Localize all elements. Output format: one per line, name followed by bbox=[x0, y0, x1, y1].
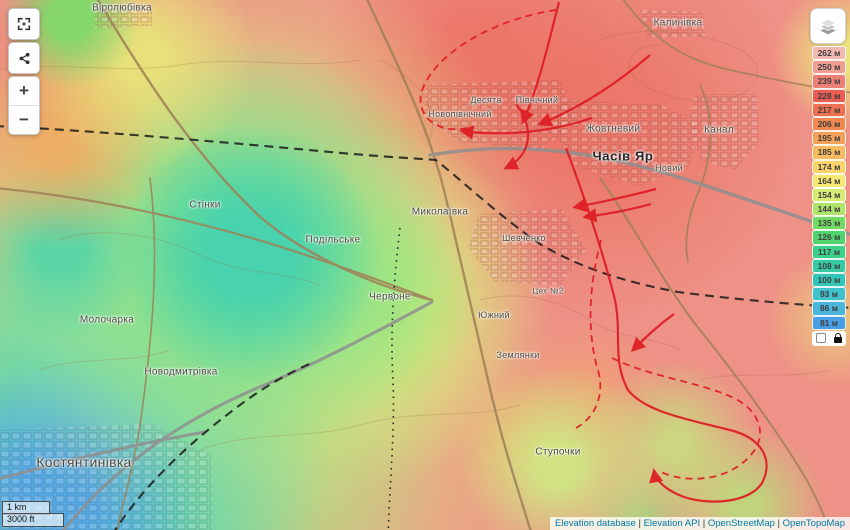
share-icon bbox=[19, 52, 29, 64]
legend-elevation-chip: 135 м bbox=[812, 216, 846, 231]
legend-elevation-chip: 117 м bbox=[812, 244, 846, 259]
legend-elevation-chip: 164 м bbox=[812, 173, 846, 188]
railway-lines bbox=[0, 125, 850, 530]
layers-icon bbox=[819, 18, 837, 35]
legend-footer bbox=[812, 330, 846, 346]
attribution-link[interactable]: OpenTopoMap bbox=[782, 518, 845, 529]
legend-elevation-chip: 228 м bbox=[812, 88, 846, 103]
zoom-out-button[interactable]: − bbox=[9, 105, 39, 134]
attribution-link[interactable]: Elevation API bbox=[643, 518, 701, 529]
legend-elevation-chip: 100 м bbox=[812, 273, 846, 288]
share-button[interactable] bbox=[8, 42, 40, 74]
advance-arrows bbox=[459, 1, 768, 503]
legend-elevation-chip: 154 м bbox=[812, 187, 846, 203]
elevation-legend-items: 262 м 250 м 239 м 228 м 217 м 206 м 195 м 185 м… bbox=[812, 46, 846, 330]
fullscreen-icon bbox=[17, 17, 31, 31]
fullscreen-button[interactable] bbox=[8, 8, 40, 40]
legend-elevation-chip: 93 м bbox=[812, 287, 846, 302]
attribution-link[interactable]: Elevation database bbox=[555, 518, 636, 529]
scale-imperial: 3000 ft bbox=[2, 513, 64, 527]
legend-elevation-chip: 126 м bbox=[812, 230, 846, 245]
layers-button[interactable] bbox=[810, 8, 846, 44]
attribution-links: Elevation database | Elevation API | Ope… bbox=[555, 518, 845, 529]
legend-elevation-chip: 108 м bbox=[812, 258, 846, 273]
legend-elevation-chip: 144 м bbox=[812, 202, 846, 217]
zoom-in-button[interactable]: + bbox=[19, 81, 29, 100]
legend-elevation-chip: 239 м bbox=[812, 74, 846, 89]
legend-checkbox[interactable] bbox=[816, 333, 826, 344]
urban-areas bbox=[0, 4, 761, 530]
front-line-dashed bbox=[419, 9, 761, 480]
zoom-control: + − bbox=[8, 76, 40, 135]
attribution-bar: Elevation database | Elevation API | Ope… bbox=[550, 517, 850, 530]
attribution-link[interactable]: OpenStreetMap bbox=[707, 518, 775, 529]
boundary-line bbox=[387, 227, 401, 530]
lock-icon[interactable] bbox=[834, 332, 842, 343]
legend-elevation-chip: 195 м bbox=[812, 131, 846, 146]
legend-elevation-chip: 262 м bbox=[812, 46, 846, 61]
legend-elevation-chip: 81 м bbox=[812, 315, 846, 330]
legend-elevation-chip: 185 м bbox=[812, 145, 846, 160]
elevation-legend: 262 м 250 м 239 м 228 м 217 м 206 м 195 м 185 м… bbox=[812, 46, 846, 346]
scale-control: 1 km 3000 ft bbox=[2, 500, 64, 527]
legend-elevation-chip: 206 м bbox=[812, 116, 846, 132]
legend-elevation-chip: 217 м bbox=[812, 102, 846, 117]
legend-elevation-chip: 174 м bbox=[812, 159, 846, 174]
legend-elevation-chip: 86 м bbox=[812, 301, 846, 316]
legend-elevation-chip: 250 м bbox=[812, 60, 846, 75]
